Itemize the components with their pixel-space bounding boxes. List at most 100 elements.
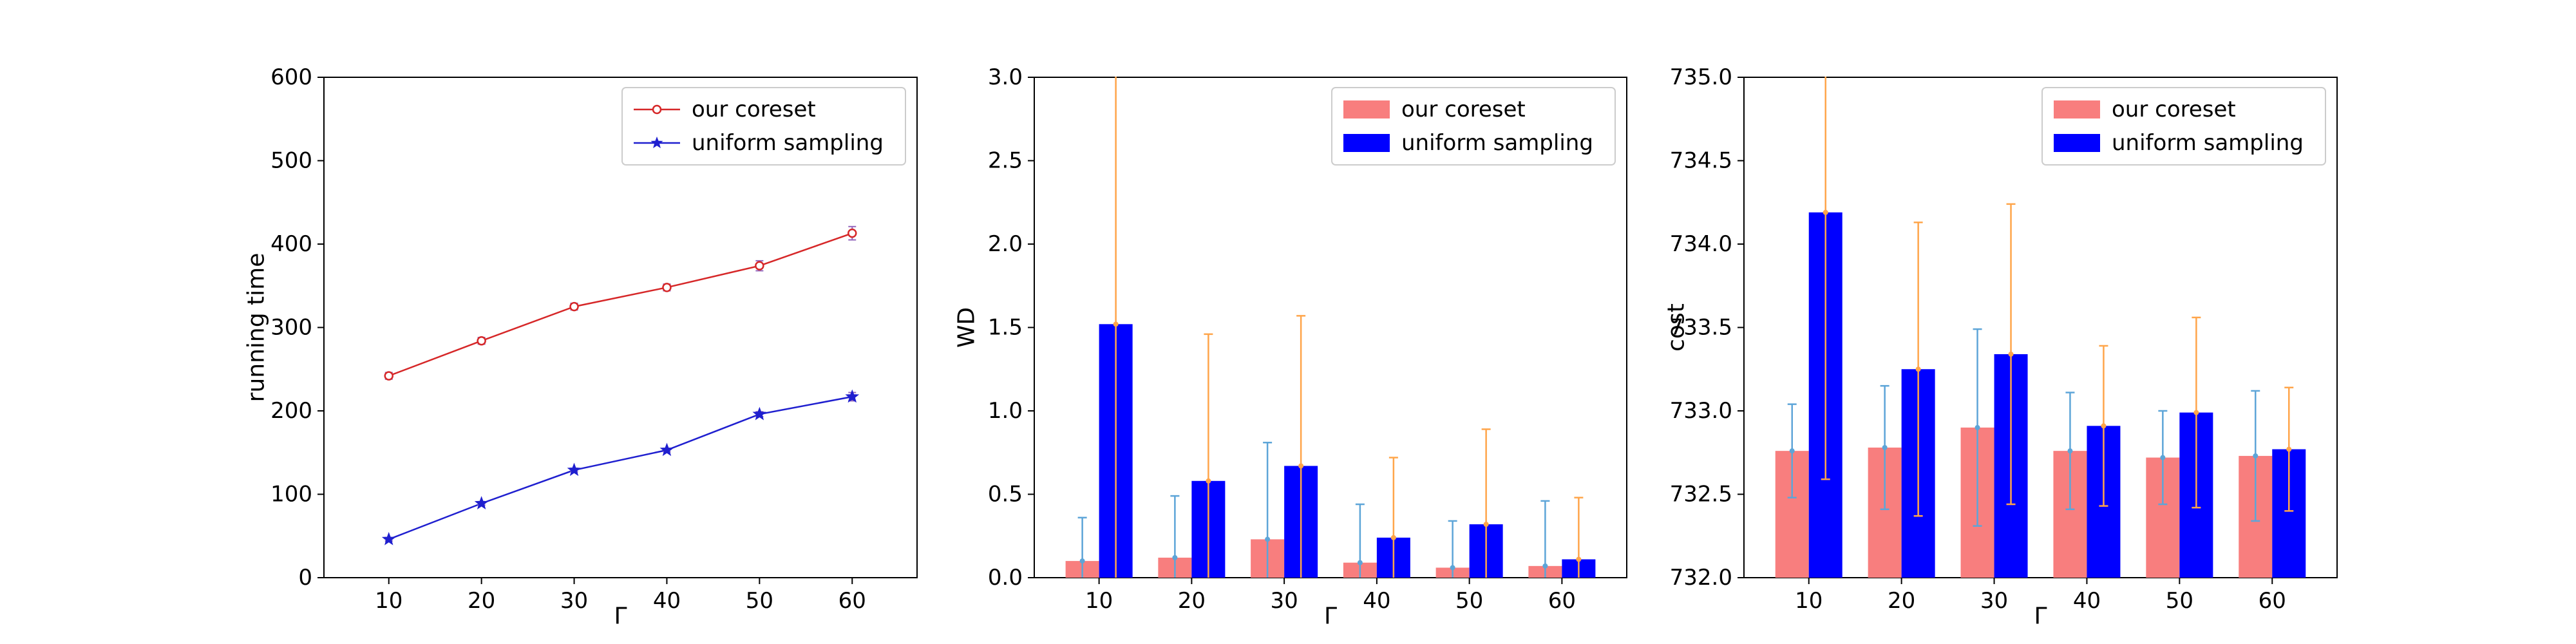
data-point [662, 283, 672, 292]
x-tick-label: 30 [1270, 588, 1298, 614]
legend-label: uniform sampling [692, 130, 884, 156]
data-point [477, 336, 486, 346]
x-tick-label: 30 [1980, 588, 2008, 614]
y-tick-label: 3.0 [988, 64, 1023, 90]
y-axis-label: running time [243, 253, 270, 402]
mean-marker [2067, 448, 2073, 454]
y-tick-label: 734.0 [1670, 231, 1732, 257]
x-tick-label: 20 [1178, 588, 1206, 614]
y-tick-label: 600 [270, 64, 312, 90]
mean-marker [1915, 366, 1921, 372]
y-tick-label: 100 [270, 482, 312, 507]
y-tick-label: 0 [298, 565, 312, 591]
y-tick-label: 0.5 [988, 482, 1023, 507]
data-point [752, 406, 767, 421]
legend-swatch [1343, 134, 1390, 152]
legend-label: our coreset [1401, 97, 1526, 122]
legend-marker [650, 137, 663, 149]
mean-marker [2193, 410, 2199, 415]
y-tick-label: 2.5 [988, 148, 1023, 174]
series-line [388, 395, 853, 540]
y-tick-label: 500 [270, 148, 312, 174]
mean-marker [1542, 563, 1548, 569]
mean-marker [1172, 554, 1178, 560]
x-tick-label: 10 [1795, 588, 1823, 614]
mean-marker [1206, 478, 1211, 484]
y-tick-label: 1.0 [988, 398, 1023, 424]
legend-swatch [2054, 100, 2100, 118]
data-point [384, 371, 393, 381]
legend-box [1331, 87, 1616, 166]
wd-chart: 0.0 0.5 1.0 1.5 2.0 2.5 3.0 10 20 30 40 50 60 Γ WD our … [954, 64, 1627, 630]
x-tick-label: 40 [1363, 588, 1390, 614]
y-tick-label: 733.5 [1670, 315, 1732, 341]
legend-marker [652, 104, 662, 115]
legend-swatch [2054, 134, 2100, 152]
legend-label: uniform sampling [2112, 130, 2304, 156]
x-tick-label: 50 [2166, 588, 2193, 614]
mean-marker [1298, 463, 1304, 469]
y-tick-label: 2.0 [988, 231, 1023, 257]
mean-marker [2286, 446, 2292, 452]
legend-box [2041, 87, 2326, 166]
x-tick-label: 60 [838, 588, 866, 614]
mean-marker [1789, 448, 1795, 454]
x-tick-label: 10 [1085, 588, 1113, 614]
data-point [659, 442, 674, 457]
mean-marker [1882, 444, 1888, 450]
x-tick-label: 40 [653, 588, 681, 614]
data-point [567, 462, 582, 477]
mean-marker [1265, 536, 1271, 542]
x-tick-label: 10 [375, 588, 402, 614]
y-axis-label: cost [1663, 303, 1690, 352]
y-tick-label: 200 [270, 398, 312, 424]
y-axis-label: WD [954, 307, 980, 348]
x-axis-label: Γ [2034, 603, 2047, 630]
data-point [474, 496, 489, 509]
mean-marker [2160, 455, 2166, 460]
mean-marker [1079, 558, 1085, 564]
mean-marker [1576, 556, 1582, 562]
y-tick-label: 735.0 [1670, 64, 1732, 90]
data-point [381, 531, 396, 545]
mean-marker [2253, 453, 2259, 459]
legend-box [621, 87, 906, 166]
data-point [569, 301, 579, 312]
mean-marker [1823, 209, 1828, 215]
x-tick-label: 50 [1455, 588, 1483, 614]
mean-marker [1450, 565, 1455, 571]
x-tick-label: 50 [746, 588, 773, 614]
x-axis-label: Γ [614, 603, 627, 630]
y-tick-label: 0.0 [988, 565, 1023, 591]
y-tick-label: 300 [270, 315, 312, 341]
legend-label: our coreset [2112, 97, 2236, 122]
cost-chart: 732.0 732.5 733.0 733.5 734.0 734.5 735.0 10 20 3… [1663, 64, 2338, 630]
y-tick-label: 1.5 [988, 315, 1023, 341]
legend-label: uniform sampling [1401, 130, 1593, 156]
mean-marker [2101, 423, 2107, 429]
running-time-chart: 0 100 200 300 400 500 600 10 20 30 40 50 60 Γrunning … [243, 64, 918, 630]
x-tick-label: 20 [468, 588, 495, 614]
mean-marker [2008, 351, 2014, 357]
x-tick-label: 60 [1548, 588, 1576, 614]
y-tick-label: 734.5 [1670, 148, 1732, 174]
y-tick-label: 733.0 [1670, 398, 1732, 424]
x-tick-label: 30 [560, 588, 588, 614]
legend-swatch [1343, 100, 1390, 118]
legend-label: our coreset [692, 97, 816, 122]
x-tick-label: 60 [2259, 588, 2286, 614]
data-point [755, 261, 764, 270]
mean-marker [1975, 424, 1980, 430]
x-tick-label: 40 [2073, 588, 2101, 614]
data-point [848, 228, 857, 238]
x-axis-label: Γ [1324, 603, 1337, 630]
mean-marker [1113, 321, 1119, 327]
mean-marker [1483, 522, 1489, 527]
x-tick-label: 20 [1888, 588, 1915, 614]
y-tick-label: 732.0 [1670, 565, 1732, 591]
mean-marker [1390, 535, 1396, 540]
y-tick-label: 400 [270, 231, 312, 257]
y-tick-label: 732.5 [1670, 482, 1732, 507]
data-point [845, 389, 860, 403]
